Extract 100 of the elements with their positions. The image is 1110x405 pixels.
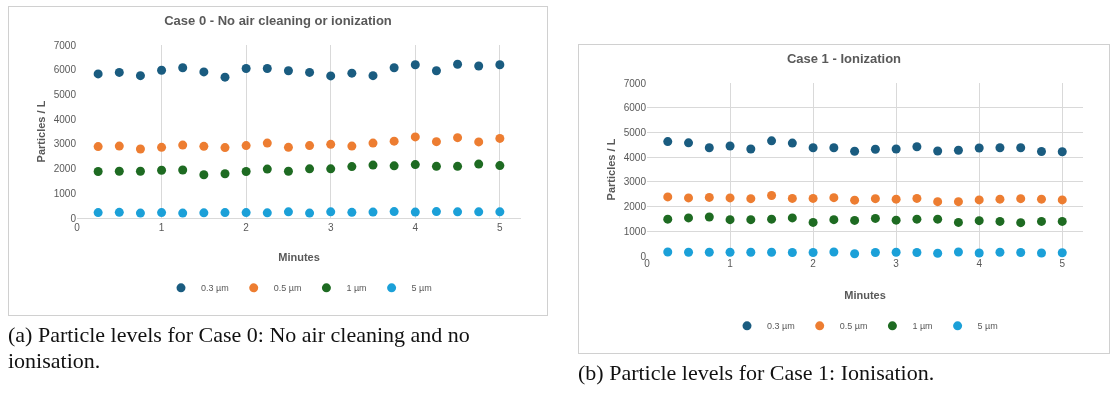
point bbox=[326, 139, 336, 149]
point bbox=[808, 143, 818, 153]
point bbox=[114, 166, 124, 176]
point bbox=[474, 159, 484, 169]
y-axis-title: Particles / L bbox=[605, 138, 617, 201]
point bbox=[767, 214, 777, 224]
point bbox=[746, 194, 756, 204]
legend-label: 5 µm bbox=[411, 283, 432, 294]
point bbox=[663, 247, 673, 257]
point bbox=[241, 208, 251, 218]
point bbox=[431, 137, 441, 147]
point bbox=[347, 141, 357, 151]
y-tick-label: 6000 bbox=[53, 64, 77, 76]
point bbox=[474, 61, 484, 71]
text: (a) Particle levels for Case 0: No air cleaning and no ionisation. bbox=[8, 322, 471, 374]
x-tick-label: 3 bbox=[327, 222, 334, 233]
point bbox=[135, 208, 145, 218]
point bbox=[410, 160, 420, 170]
point bbox=[283, 66, 293, 76]
y-tick-label: 4000 bbox=[623, 151, 647, 163]
point bbox=[453, 133, 463, 143]
point bbox=[453, 207, 463, 217]
point bbox=[474, 207, 484, 217]
point bbox=[347, 162, 357, 172]
point bbox=[114, 67, 124, 77]
point bbox=[326, 71, 336, 81]
legend-label: 0.5 µm bbox=[273, 283, 302, 294]
point bbox=[135, 144, 145, 154]
point bbox=[220, 208, 230, 218]
point bbox=[305, 141, 315, 151]
point bbox=[933, 214, 943, 224]
legend-label: 0.3 µm bbox=[767, 321, 795, 332]
legend-label: 1 µm bbox=[912, 321, 933, 332]
point bbox=[1016, 248, 1026, 258]
point bbox=[746, 215, 756, 225]
point bbox=[767, 247, 777, 257]
point bbox=[974, 195, 984, 205]
y-tick-label: 3000 bbox=[53, 138, 77, 150]
point bbox=[974, 248, 984, 258]
point bbox=[178, 63, 188, 73]
point bbox=[912, 248, 922, 258]
point bbox=[1016, 143, 1026, 153]
point bbox=[305, 208, 315, 218]
point bbox=[870, 248, 880, 258]
point bbox=[495, 207, 505, 217]
point bbox=[953, 197, 963, 207]
point bbox=[829, 247, 839, 257]
point bbox=[725, 215, 735, 225]
point bbox=[135, 166, 145, 176]
y-tick-label: 7000 bbox=[53, 39, 77, 51]
point bbox=[93, 142, 103, 152]
point bbox=[1036, 146, 1046, 156]
point bbox=[241, 167, 251, 177]
point bbox=[684, 193, 694, 203]
point bbox=[283, 207, 293, 217]
point bbox=[974, 216, 984, 226]
point bbox=[850, 146, 860, 156]
x-tick-label: 4 bbox=[976, 258, 983, 269]
point bbox=[410, 207, 420, 217]
point bbox=[220, 169, 230, 179]
x-tick-label: 2 bbox=[243, 222, 250, 233]
point bbox=[933, 146, 943, 156]
point bbox=[410, 60, 420, 70]
x-tick-label: 4 bbox=[412, 222, 419, 233]
point bbox=[431, 207, 441, 217]
point bbox=[995, 194, 1005, 204]
point bbox=[410, 132, 420, 142]
point bbox=[389, 207, 399, 217]
point bbox=[684, 213, 694, 223]
point bbox=[178, 208, 188, 218]
point bbox=[912, 142, 922, 152]
point bbox=[474, 137, 484, 147]
point bbox=[746, 247, 756, 257]
point bbox=[829, 215, 839, 225]
point bbox=[93, 69, 103, 79]
point bbox=[1057, 147, 1067, 157]
y-tick-label: 0 bbox=[70, 212, 77, 224]
x-tick-label: 1 bbox=[158, 222, 165, 233]
point bbox=[850, 249, 860, 259]
point bbox=[974, 143, 984, 153]
point bbox=[199, 208, 209, 218]
point bbox=[241, 63, 251, 73]
point bbox=[199, 67, 209, 77]
point bbox=[368, 71, 378, 81]
point bbox=[684, 138, 694, 148]
point bbox=[157, 208, 167, 218]
y-tick-label: 6000 bbox=[623, 102, 647, 114]
point bbox=[933, 197, 943, 207]
point bbox=[953, 247, 963, 257]
point bbox=[305, 164, 315, 174]
point bbox=[368, 207, 378, 217]
point bbox=[891, 247, 901, 257]
point bbox=[135, 71, 145, 81]
point bbox=[787, 193, 797, 203]
point bbox=[663, 137, 673, 147]
x-tick-label: 2 bbox=[810, 258, 817, 269]
x-tick-label: 5 bbox=[1059, 258, 1066, 269]
point bbox=[870, 194, 880, 204]
point bbox=[199, 170, 209, 180]
point bbox=[305, 67, 315, 77]
